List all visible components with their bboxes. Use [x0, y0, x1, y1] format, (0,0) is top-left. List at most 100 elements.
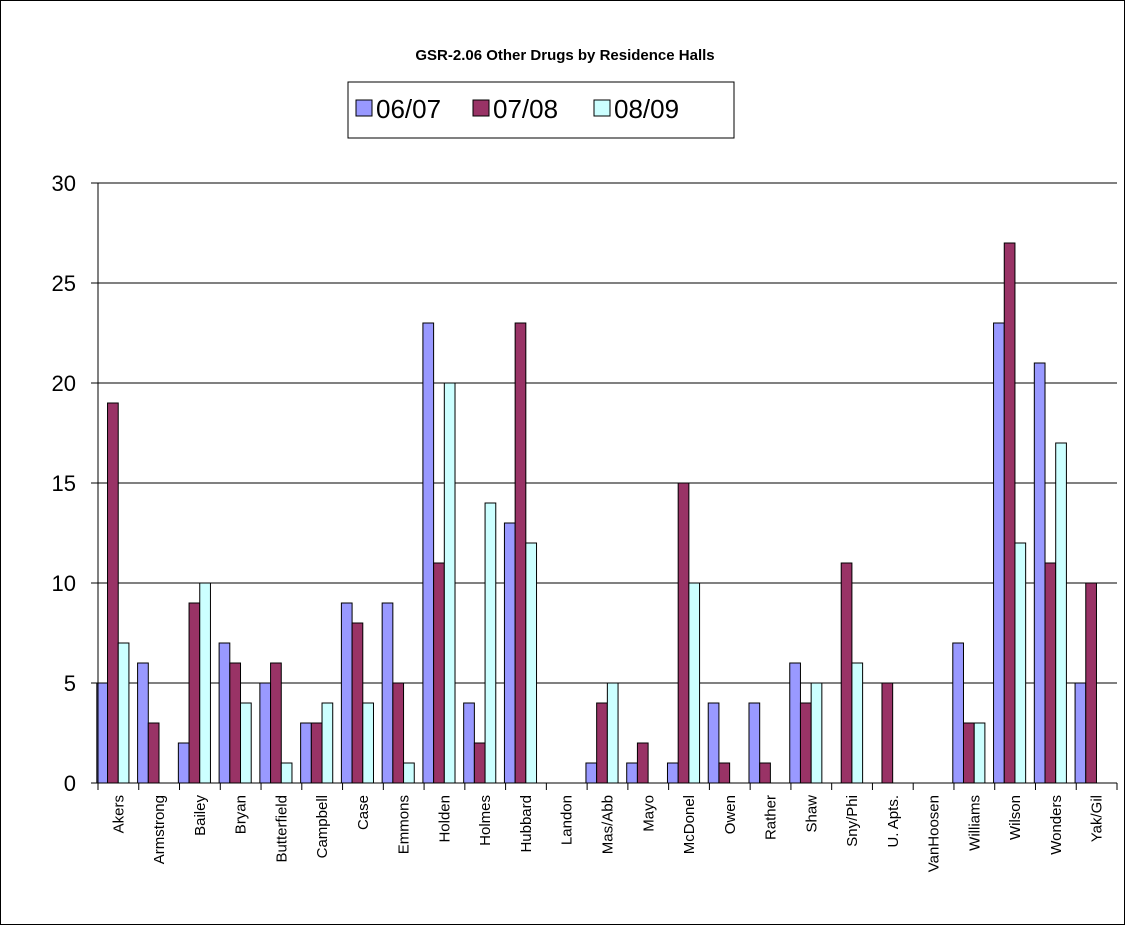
bar-08-09-holden	[443, 382, 456, 784]
bar-07-08-case	[351, 622, 364, 784]
bar-08-09-mcdonel	[688, 582, 701, 784]
bar-08-09-butterfield	[280, 762, 293, 784]
bar-08-09-sny-phi	[851, 662, 864, 784]
bar-07-08-campbell	[310, 722, 323, 784]
x-tick-label: Mas/Abb	[600, 795, 617, 854]
x-tick-label: Owen	[722, 795, 739, 834]
bar-07-08-mcdonel	[677, 482, 690, 784]
bar-08-09-holmes	[484, 502, 497, 784]
bar-06-07-campbell	[300, 722, 312, 784]
x-tick-label: U. Apts.	[885, 795, 902, 848]
y-tick-label: 25	[52, 271, 76, 296]
legend-swatch-08-09	[593, 99, 611, 117]
bar-08-09-mas-abb	[606, 682, 619, 784]
bar-08-09-campbell	[321, 702, 334, 784]
x-tick-labels: Akers Armstrong Bailey Bryan Butterfield Camp…	[110, 795, 1105, 873]
bar-08-09-bryan	[240, 702, 252, 784]
bar-06-07-case	[340, 602, 353, 784]
bar-06-07-bailey	[177, 742, 190, 784]
bar-07-08-williams	[962, 722, 975, 784]
x-tick-label: Bryan	[233, 795, 250, 834]
bar-07-08-mas-abb	[596, 702, 608, 784]
bar-06-07-yak-gil	[1074, 682, 1087, 784]
bar-07-08-wonders	[1044, 562, 1057, 784]
bar-08-09-emmons	[403, 762, 415, 784]
bar-06-07-butterfield	[259, 682, 272, 784]
bar-07-08-hubbard	[514, 322, 527, 784]
x-tick-label: Wilson	[1007, 795, 1024, 840]
y-tick-label: 10	[52, 571, 76, 596]
x-tick-label: Campbell	[314, 795, 331, 858]
y-tick-labels: 0 5 10 15 20 25 30	[52, 171, 76, 796]
bar-06-07-hubbard	[503, 522, 516, 784]
x-tick-label: Wonders	[1048, 795, 1065, 855]
bar-07-08-sny-phi	[840, 562, 853, 784]
bar-07-08-yak-gil	[1085, 582, 1097, 784]
bar-07-08-rather	[759, 762, 771, 784]
bar-06-07-mas-abb	[585, 762, 598, 784]
bar-06-07-rather	[748, 702, 761, 784]
bar-08-09-williams	[973, 722, 986, 784]
x-tick-label: Butterfield	[273, 795, 290, 863]
bars	[96, 242, 1097, 784]
bar-06-07-wonders	[1033, 362, 1046, 784]
bar-06-07-wilson	[993, 322, 1005, 784]
y-tick-label: 20	[52, 371, 76, 396]
bar-07-08-butterfield	[270, 662, 282, 784]
bar-08-09-akers	[117, 642, 130, 784]
legend-label-06-07: 06/07	[376, 94, 441, 124]
x-tick-label: VanHoosen	[926, 795, 943, 872]
x-tick-label: Hubbard	[518, 795, 535, 853]
bar-07-08-emmons	[392, 682, 405, 784]
x-tick-label: Holden	[436, 795, 453, 843]
bar-07-08-bailey	[188, 602, 201, 784]
legend-swatch-06-07	[355, 99, 373, 117]
y-tick-label: 0	[64, 771, 76, 796]
y-tick-label: 5	[64, 671, 76, 696]
x-tick-label: Sny/Phi	[844, 795, 861, 847]
bar-07-08-owen	[718, 762, 731, 784]
x-tick-label: Bailey	[192, 795, 209, 836]
bar-08-09-hubbard	[525, 542, 538, 784]
bar-06-07-holden	[422, 322, 435, 784]
x-tick-label: Emmons	[396, 795, 413, 854]
bar-06-07-holmes	[463, 702, 475, 784]
x-tick-label: Akers	[110, 795, 127, 833]
y-tick-label: 15	[52, 471, 76, 496]
bar-08-09-shaw	[810, 682, 823, 784]
x-tick-label: Rather	[763, 795, 780, 840]
x-tick-label: Landon	[559, 795, 576, 845]
x-tick-label: Yak/Gil	[1089, 795, 1106, 842]
bar-08-09-wilson	[1014, 542, 1027, 784]
x-tick-label: Case	[355, 795, 372, 830]
x-tick-label: Armstrong	[151, 795, 168, 864]
bar-06-07-owen	[707, 702, 720, 784]
bar-08-09-wonders	[1055, 442, 1067, 784]
x-tick-label: Mayo	[640, 795, 657, 832]
x-tick-label: Holmes	[477, 795, 494, 846]
bar-07-08-wilson	[1003, 242, 1016, 784]
bar-06-07-bryan	[218, 642, 231, 784]
bar-06-07-shaw	[789, 662, 801, 784]
x-tick-label: McDonel	[681, 795, 698, 854]
y-tick-label: 30	[52, 171, 76, 196]
bar-06-07-mcdonel	[666, 762, 679, 784]
bar-06-07-emmons	[381, 602, 394, 784]
bar-08-09-bailey	[199, 582, 211, 784]
bar-07-08-bryan	[229, 662, 242, 784]
bar-07-08-holden	[433, 562, 445, 784]
legend-label-08-09: 08/09	[614, 94, 679, 124]
bar-07-08-armstrong	[147, 722, 160, 784]
bar-06-07-williams	[952, 642, 964, 784]
bar-07-08-akers	[107, 402, 119, 784]
bar-07-08-shaw	[799, 702, 812, 784]
chart-title: GSR-2.06 Other Drugs by Residence Halls	[415, 47, 714, 64]
x-tick-label: Williams	[966, 795, 983, 851]
legend-label-07-08: 07/08	[493, 94, 558, 124]
legend-swatch-07-08	[472, 99, 490, 117]
bar-08-09-case	[362, 702, 374, 784]
bar-07-08-holmes	[473, 742, 486, 784]
bar-06-07-armstrong	[137, 662, 149, 784]
axes	[97, 183, 1118, 790]
